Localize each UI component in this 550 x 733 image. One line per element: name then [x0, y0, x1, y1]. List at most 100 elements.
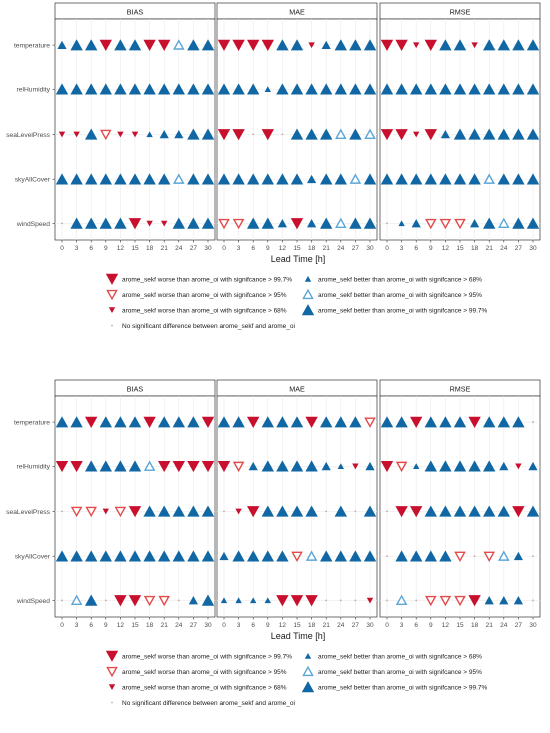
marker-better-3 [512, 173, 525, 185]
marker-no-difference [111, 701, 113, 704]
x-tick-label: 21 [161, 245, 169, 252]
x-tick-label: 24 [175, 245, 183, 252]
marker-better-3 [261, 460, 274, 472]
panel-title: BIAS [127, 8, 144, 17]
marker-better-3 [261, 550, 274, 562]
marker-better-3 [128, 416, 142, 428]
x-tick-label: 3 [400, 622, 404, 629]
x-tick-label: 0 [60, 622, 64, 629]
marker-better-3 [261, 217, 274, 229]
x-tick-label: 9 [104, 245, 108, 252]
x-tick-label: 21 [486, 622, 494, 629]
marker-worse-2-hollow [232, 461, 245, 473]
marker-worse-1 [117, 131, 124, 138]
marker-better-3 [334, 83, 347, 95]
marker-better-3 [99, 460, 112, 472]
x-tick-label: 12 [279, 245, 287, 252]
marker-better-3 [187, 550, 200, 562]
marker-better-3 [497, 83, 510, 95]
marker-worse-3 [380, 39, 394, 51]
marker-worse-1 [108, 684, 116, 691]
marker-better-3 [290, 416, 304, 428]
marker-better-3 [201, 217, 215, 229]
marker-better-3 [512, 416, 525, 428]
marker-better-2-hollow [349, 173, 362, 184]
marker-no-difference [111, 324, 113, 327]
marker-better-3 [453, 128, 467, 140]
marker-better-3 [201, 128, 215, 140]
marker-better-3 [290, 128, 304, 140]
marker-worse-2-hollow [232, 218, 245, 230]
marker-worse-1 [108, 307, 116, 314]
legend-label: arome_sekf worse than arome_oi with sign… [122, 276, 292, 283]
marker-better-3 [468, 83, 481, 95]
marker-better-2 [188, 596, 198, 605]
marker-better-3 [290, 505, 304, 517]
panel-title: MAE [289, 385, 305, 394]
marker-better-3 [187, 173, 200, 185]
legend-label: arome_sekf better than arome_oi with sig… [318, 292, 482, 299]
marker-worse-3 [512, 506, 525, 518]
marker-better-3 [217, 416, 231, 428]
marker-no-difference [325, 510, 328, 513]
x-tick-label: 0 [385, 245, 389, 252]
marker-better-3 [526, 83, 540, 95]
marker-better-3 [232, 550, 245, 562]
marker-better-3 [290, 173, 304, 185]
x-tick-label: 3 [237, 622, 241, 629]
marker-better-3 [363, 173, 377, 185]
x-tick-label: 30 [204, 622, 212, 629]
marker-better-3 [512, 217, 525, 229]
marker-better-2 [321, 40, 331, 49]
marker-better-3 [363, 505, 377, 517]
legend-label: arome_sekf better than arome_oi with sig… [318, 669, 482, 676]
marker-better-3 [70, 217, 83, 229]
marker-better-3 [334, 550, 347, 562]
x-tick-label: 27 [190, 245, 198, 252]
marker-better-2 [307, 174, 317, 184]
marker-worse-2-hollow [454, 218, 466, 230]
x-tick-label: 15 [456, 622, 464, 629]
marker-worse-2-hollow [291, 551, 303, 563]
x-tick-label: 15 [293, 245, 301, 252]
legend-item: arome_sekf worse than arome_oi with sign… [108, 307, 287, 314]
marker-worse-2-hollow [439, 218, 452, 230]
marker-better-3 [99, 173, 112, 185]
marker-no-difference [354, 599, 357, 602]
marker-better-3 [410, 83, 423, 95]
marker-better-3 [468, 505, 481, 517]
marker-better-3 [276, 39, 289, 51]
marker-better-3 [158, 550, 171, 562]
marker-worse-3 [201, 461, 215, 473]
marker-better-2 [499, 596, 509, 605]
marker-no-difference [252, 133, 255, 136]
legend-label: arome_sekf better than arome_oi with sig… [318, 684, 487, 691]
marker-worse-3 [114, 595, 127, 607]
marker-worse-3 [70, 461, 83, 473]
marker-worse-3 [395, 506, 408, 518]
legend-label: No significant difference between arome_… [122, 323, 295, 330]
marker-better-2-hollow [70, 594, 83, 606]
marker-worse-3 [276, 595, 289, 607]
marker-no-difference [223, 510, 225, 513]
marker-worse-3 [305, 595, 318, 607]
marker-better-3 [85, 39, 98, 51]
legend-label: arome_sekf better than arome_oi with sig… [318, 276, 482, 283]
marker-better-3 [380, 83, 394, 95]
marker-better-2-hollow [305, 550, 318, 561]
marker-better-2 [440, 129, 450, 139]
marker-better-2-hollow [483, 173, 495, 184]
marker-better-3 [320, 217, 333, 229]
marker-better-3 [290, 460, 304, 472]
marker-better-3 [301, 681, 315, 693]
marker-better-2-hollow [335, 128, 347, 139]
x-tick-label: 15 [131, 622, 139, 629]
marker-better-2-hollow [395, 594, 408, 606]
marker-worse-3 [158, 461, 171, 473]
marker-better-3 [99, 550, 112, 562]
x-tick-label: 30 [204, 245, 212, 252]
marker-no-difference [473, 555, 476, 558]
marker-better-2 [484, 596, 494, 605]
marker-better-3 [305, 128, 318, 140]
